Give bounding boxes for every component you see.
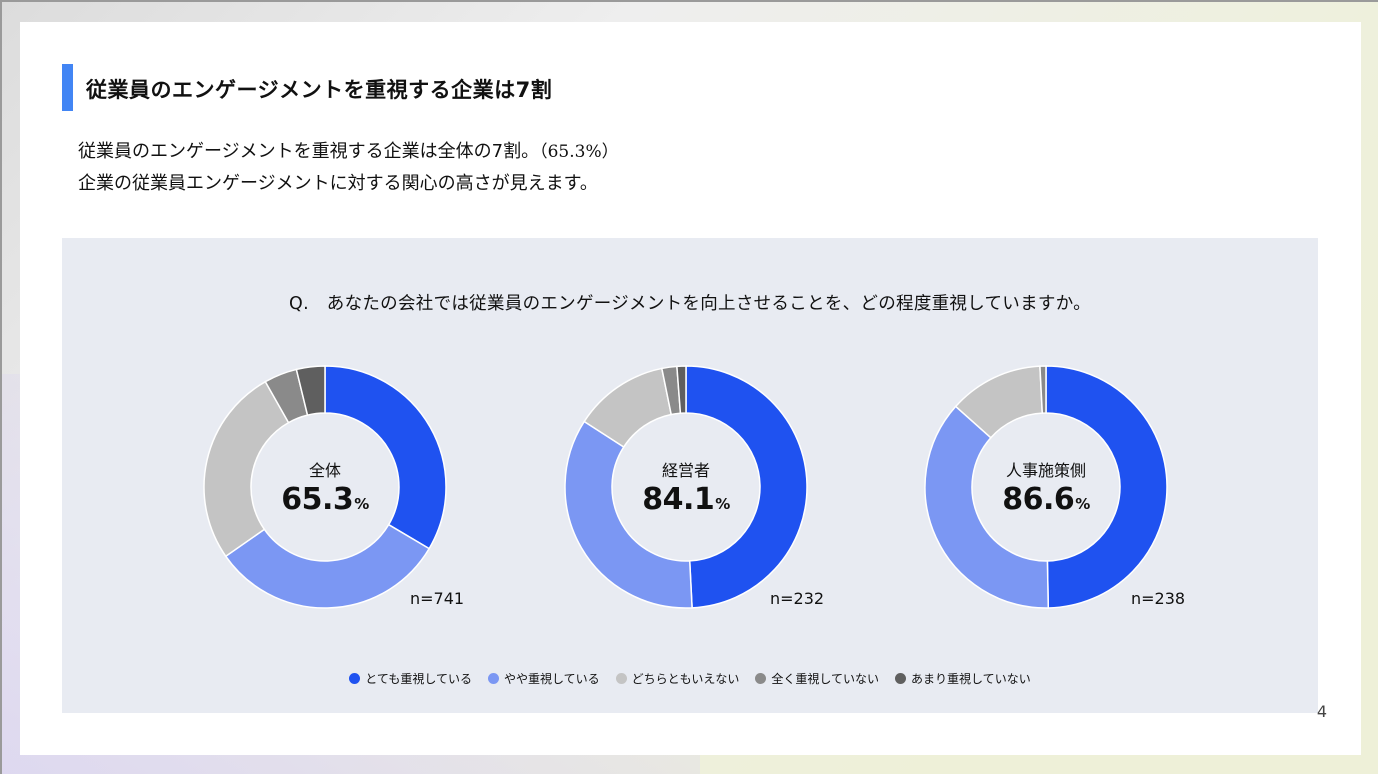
donut-value: 86.6% — [924, 482, 1168, 517]
donut-segment — [224, 523, 431, 609]
donut-segment — [324, 365, 447, 550]
donut-value-number: 65.3 — [281, 482, 354, 517]
legend-item-not-at-all: 全く重視していない — [755, 670, 879, 687]
donut-segment — [685, 365, 808, 609]
legend-dot-icon — [615, 673, 627, 684]
sample-size-hr: n=238 — [1131, 589, 1186, 608]
donut-segment — [1039, 365, 1047, 414]
slide-title: 従業員のエンゲージメントを重視する企業は7割 — [86, 78, 553, 102]
donut-chart-hr: 人事施策側 86.6% — [924, 365, 1168, 609]
legend-item-not-very: あまり重視していない — [895, 670, 1031, 687]
legend-label: あまり重視していない — [911, 672, 1031, 686]
legend-item-somewhat-important: やや重視している — [487, 670, 600, 687]
title-accent-bar — [62, 64, 73, 111]
chart-panel: Q. あなたの会社では従業員のエンゲージメントを向上させることを、どの程度重視し… — [62, 238, 1318, 713]
legend-item-neutral: どちらともいえない — [615, 670, 740, 687]
legend-dot-icon — [349, 673, 361, 684]
slide-description: 従業員のエンゲージメントを重視する企業は全体の7割。（65.3%） 企業の従業員… — [78, 136, 619, 199]
slide: 従業員のエンゲージメントを重視する企業は7割 従業員のエンゲージメントを重視する… — [20, 22, 1361, 755]
donut-segment — [924, 405, 1050, 609]
legend-label: 全く重視していない — [771, 672, 880, 686]
description-line-2: 企業の従業員エンゲージメントに対する関心の高さが見えます。 — [78, 173, 598, 194]
legend-label: やや重視している — [503, 672, 600, 686]
legend-label: とても重視している — [365, 672, 472, 686]
donut-segment — [295, 365, 326, 417]
donut-value-number: 86.6 — [1002, 482, 1075, 517]
sample-size-executives: n=232 — [770, 589, 825, 608]
donut-label: 人事施策側 — [1005, 461, 1086, 480]
legend-item-very-important: とても重視している — [349, 670, 472, 687]
donut-svg — [564, 365, 808, 609]
legend-dot-icon — [895, 673, 907, 684]
description-line-1: 従業員のエンゲージメントを重視する企業は全体の7割。 — [78, 141, 540, 162]
survey-question: Q. あなたの会社では従業員のエンゲージメントを向上させることを、どの程度重視し… — [289, 294, 1091, 314]
donut-value: 84.1% — [564, 482, 808, 517]
description-percent: （65.3%） — [539, 142, 619, 162]
donut-value-unit: % — [1075, 495, 1090, 513]
donut-label: 全体 — [308, 461, 341, 480]
legend-dot-icon — [755, 673, 767, 684]
donut-chart-overall: 全体 65.3% — [203, 365, 447, 609]
donut-chart-executives: 経営者 84.1% — [564, 365, 808, 609]
sample-size-overall: n=741 — [410, 589, 465, 608]
donut-value-unit: % — [354, 495, 369, 513]
chart-legend: とても重視している やや重視している どちらともいえない 全く重視していない あ… — [62, 670, 1318, 687]
donut-value-unit: % — [715, 495, 730, 513]
donut-segment — [564, 420, 693, 609]
donut-segment — [1045, 365, 1168, 609]
donut-segment — [676, 365, 687, 415]
donut-svg — [924, 365, 1168, 609]
donut-value: 65.3% — [203, 482, 447, 517]
window-border-left — [0, 0, 2, 774]
donut-svg — [203, 365, 447, 609]
legend-label: どちらともいえない — [631, 672, 740, 686]
legend-dot-icon — [487, 673, 499, 684]
page-number: 4 — [1316, 702, 1327, 721]
window-border-top — [0, 0, 1378, 2]
donut-label: 経営者 — [661, 461, 710, 480]
donut-value-number: 84.1 — [642, 482, 715, 517]
